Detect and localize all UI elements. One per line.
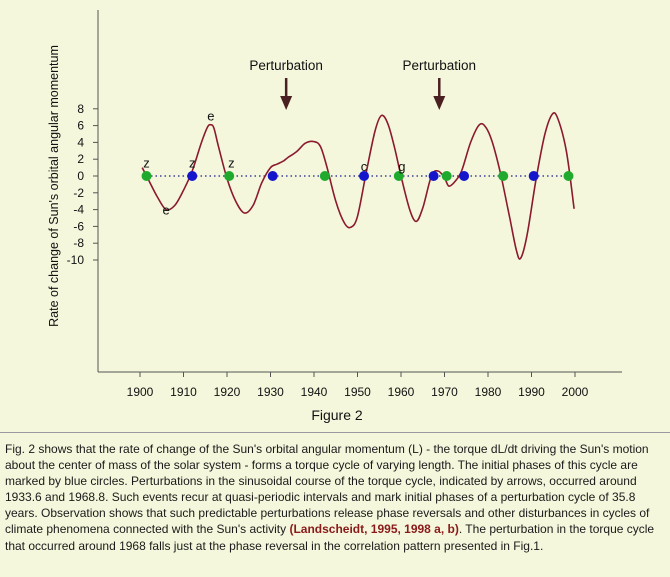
blue-phase-marker	[528, 171, 539, 181]
green-phase-marker	[498, 171, 509, 181]
green-phase-marker	[563, 171, 574, 181]
x-tick-label: 1970	[431, 385, 458, 399]
green-phase-marker	[319, 171, 330, 181]
x-tick-label: 1960	[388, 385, 415, 399]
chart-title: Figure 2	[311, 407, 363, 423]
point-label: z	[228, 156, 235, 171]
figure-caption: Fig. 2 shows that the rate of change of …	[5, 441, 665, 554]
x-tick-label: 2000	[562, 385, 589, 399]
curve-layer	[141, 112, 575, 260]
green-phase-marker	[141, 171, 152, 181]
blue-phase-marker	[459, 171, 470, 181]
y-axis-label: Rate of change of Sun's orbital angular …	[47, 45, 61, 327]
y-tick-label: -8	[73, 236, 84, 250]
y-tick-label: 0	[77, 169, 84, 183]
y-tick-label: -10	[67, 253, 85, 267]
point-label: e	[207, 109, 214, 124]
y-tick-label: 4	[77, 135, 84, 149]
point-label: c	[361, 159, 368, 174]
axes: 8 6 4 2 0 -2 -4 -6 -8 -10 1900 1910 1920 1930 1940 1950…	[67, 10, 622, 399]
x-tick-label: 1910	[170, 385, 197, 399]
x-tick-label: 1900	[127, 385, 154, 399]
green-phase-marker	[393, 171, 404, 181]
y-tick-label: 2	[77, 152, 84, 166]
x-tick-label: 1950	[344, 385, 371, 399]
x-tick-label: 1940	[301, 385, 328, 399]
perturbation-label: Perturbation	[249, 58, 323, 73]
blue-phase-marker	[267, 171, 278, 181]
marker-layer	[141, 171, 574, 181]
torque-curve	[141, 112, 575, 260]
perturbation-label: Perturbation	[403, 58, 477, 73]
perturbation-arrow-head	[433, 96, 446, 110]
x-tick-label: 1980	[475, 385, 502, 399]
y-tick-label: -6	[73, 219, 84, 233]
y-tick-label: -4	[73, 203, 84, 217]
citation-link[interactable]: (Landscheidt, 1995, 1998 a, b)	[289, 522, 459, 537]
figure-2-chart: 8 6 4 2 0 -2 -4 -6 -8 -10 1900 1910 1920 1930 1940 1950…	[47, 10, 622, 423]
x-tick-label: 1920	[214, 385, 241, 399]
annotation-layer: Perturbation Perturbation	[249, 58, 476, 110]
green-phase-marker	[224, 171, 235, 181]
point-label: g	[398, 159, 405, 174]
x-tick-label: 1930	[257, 385, 284, 399]
y-tick-label: 6	[77, 119, 84, 133]
chart-svg: 8 6 4 2 0 -2 -4 -6 -8 -10 1900 1910 1920 1930 1940 1950…	[47, 10, 622, 423]
point-label: z	[189, 156, 196, 171]
blue-phase-marker	[359, 171, 370, 181]
blue-phase-marker	[187, 171, 198, 181]
y-tick-label: 8	[77, 102, 84, 116]
point-label: z	[143, 156, 150, 171]
label-layer: z z z e e c g	[143, 109, 405, 218]
caption-text-part2: . The perturbation in the torque cycle t…	[5, 522, 655, 553]
x-tick-label: 1990	[518, 385, 545, 399]
blue-phase-marker	[428, 171, 439, 181]
caption-box: Fig. 2 shows that the rate of change of …	[0, 432, 670, 577]
perturbation-arrow-head	[280, 96, 293, 110]
point-label: e	[162, 203, 169, 218]
caption-text-part1: Fig. 2 shows that the rate of change of …	[5, 442, 650, 537]
y-tick-label: -2	[73, 186, 84, 200]
green-phase-marker	[441, 171, 452, 181]
